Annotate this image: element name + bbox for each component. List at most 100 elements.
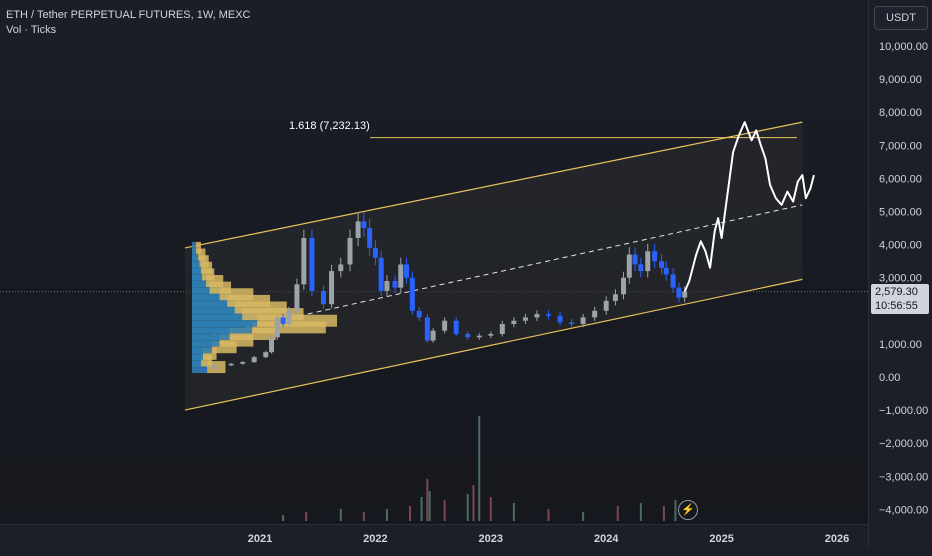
candle-body xyxy=(534,314,540,318)
candle xyxy=(499,320,505,337)
volume-bar xyxy=(478,416,481,521)
candle xyxy=(251,355,257,363)
candle xyxy=(338,257,344,278)
candle-body xyxy=(511,320,517,325)
candle-body xyxy=(367,228,373,248)
candle-body xyxy=(301,237,307,285)
candle xyxy=(347,229,353,272)
candle xyxy=(580,313,586,328)
candle xyxy=(638,257,644,278)
candle-body xyxy=(372,247,378,258)
candle-body xyxy=(676,287,682,298)
price-tick-label: 10,000.00 xyxy=(879,41,928,53)
candle-body xyxy=(453,320,459,334)
currency-button[interactable]: USDT xyxy=(874,6,928,30)
candle-body xyxy=(378,257,384,291)
candle xyxy=(621,271,627,300)
price-chart[interactable] xyxy=(0,0,868,524)
candle-body xyxy=(638,264,644,272)
volume-profile-bar-gold xyxy=(196,241,201,254)
price-axis[interactable]: 10,000.00 9,000.00 8,000.00 7,000.00 6,000.0… xyxy=(868,0,932,550)
volume-bar xyxy=(639,503,642,521)
time-tick-label: 2022 xyxy=(363,533,387,545)
chart-area[interactable] xyxy=(0,0,868,524)
lightning-icon[interactable]: ⚡ xyxy=(678,500,698,520)
price-tick-label: −4,000.00 xyxy=(879,504,928,516)
candle xyxy=(569,319,575,328)
candle xyxy=(488,331,494,339)
candle xyxy=(676,282,682,303)
time-tick-label: 2021 xyxy=(248,533,272,545)
candle-body xyxy=(269,337,275,353)
candle xyxy=(378,250,384,297)
price-tick-label: −2,000.00 xyxy=(879,438,928,450)
volume-indicator-label[interactable]: Vol · Ticks xyxy=(6,24,57,36)
candle-body xyxy=(652,251,658,262)
volume-profile-bar-gold xyxy=(201,354,213,367)
volume-bar xyxy=(282,515,285,521)
candle xyxy=(557,312,563,326)
price-tick-label: 1,000.00 xyxy=(879,339,922,351)
volume-bar xyxy=(616,506,619,521)
candle-body xyxy=(361,221,367,229)
volume-bar xyxy=(662,506,665,521)
candle-body xyxy=(645,251,651,272)
candle xyxy=(546,310,551,320)
candle xyxy=(280,313,286,328)
volume-bar xyxy=(472,485,475,521)
candle-body xyxy=(546,314,551,316)
price-tick-label: 4,000.00 xyxy=(879,240,922,252)
candle-body xyxy=(329,271,335,305)
candle xyxy=(372,240,378,265)
candle-body xyxy=(416,310,422,318)
symbol-title[interactable]: ETH / Tether PERPETUAL FUTURES, 1W, MEXC xyxy=(6,9,251,21)
candle xyxy=(465,331,471,340)
candle xyxy=(361,212,367,237)
volume-bar xyxy=(362,512,365,521)
candle xyxy=(522,313,528,325)
volume-profile-bar-value xyxy=(192,354,202,367)
candle xyxy=(652,243,658,269)
volume-profile-bar-gold xyxy=(201,261,213,274)
price-tick-label: 8,000.00 xyxy=(879,107,922,119)
candle-body xyxy=(682,291,688,298)
volume-bar xyxy=(512,503,515,521)
volume-bar xyxy=(339,509,342,521)
candle-body xyxy=(659,261,665,268)
volume-bar xyxy=(428,491,431,521)
candle xyxy=(240,361,246,365)
channel-upper-line xyxy=(184,121,803,249)
time-axis[interactable]: 2021 2022 2023 2024 2025 2026 xyxy=(0,524,868,551)
price-tick-label: 6,000.00 xyxy=(879,173,922,185)
chart-legend: ETH / Tether PERPETUAL FUTURES, 1W, MEXC… xyxy=(6,8,251,38)
price-tick-label: 5,000.00 xyxy=(879,207,922,219)
candle xyxy=(274,313,280,340)
volume-profile-bar-value xyxy=(192,347,204,360)
volume-profile-bar-gold xyxy=(199,255,209,268)
candle xyxy=(534,310,540,321)
candle-body xyxy=(384,281,390,291)
candle-body xyxy=(626,254,632,278)
bar-countdown: 10:56:55 xyxy=(875,300,918,312)
time-tick-label: 2026 xyxy=(825,533,849,545)
candle xyxy=(430,327,436,343)
candle-body xyxy=(286,310,292,325)
candle-body xyxy=(199,368,205,370)
candle-body xyxy=(603,300,609,311)
volume-bar xyxy=(443,500,446,521)
candle-body xyxy=(430,330,436,341)
candle-body xyxy=(409,277,415,311)
candle-body xyxy=(488,333,494,336)
channel-lower-line xyxy=(184,278,803,411)
candle-body xyxy=(632,254,638,265)
last-price-tag: 2,579.30 10:56:55 xyxy=(871,284,929,314)
price-tick-label: 9,000.00 xyxy=(879,74,922,86)
time-tick-label: 2024 xyxy=(594,533,619,545)
projection-path xyxy=(683,121,815,293)
candle xyxy=(320,285,326,309)
candle-body xyxy=(569,322,575,325)
candle-body xyxy=(294,284,300,311)
volume-profile-bar-value xyxy=(192,241,197,254)
last-price-value: 2,579.30 xyxy=(875,286,918,298)
candle xyxy=(416,306,422,321)
